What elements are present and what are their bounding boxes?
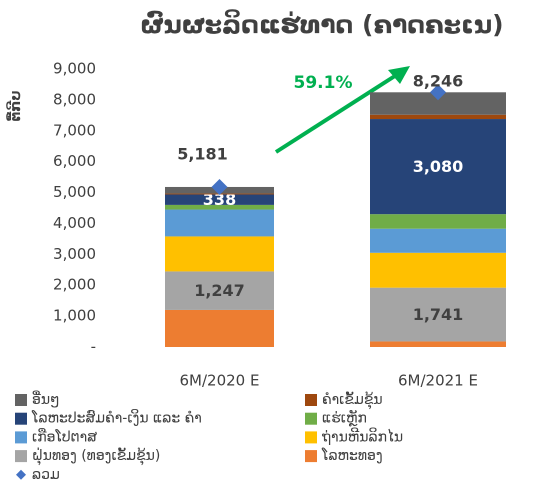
annotation: 59.1%: [294, 73, 353, 93]
legend-swatch: [15, 431, 27, 444]
total-marker: [211, 178, 228, 195]
chart-title: ຜົນຜະລິດແຮ່ທາດ (ຄາດຄະເນ): [140, 8, 503, 39]
bar-segment: [370, 214, 506, 229]
legend-swatch: [305, 412, 317, 425]
legend-swatch: [15, 394, 27, 406]
legend-swatch: [305, 450, 317, 463]
bar-segment: [370, 92, 506, 115]
legend-swatch: [15, 412, 27, 425]
bar-segment: [165, 204, 274, 210]
legend-label: ແຮ່ເຫຼັກ: [322, 410, 367, 426]
bar-segment: [165, 309, 274, 347]
y-tick-label: 4,000: [53, 214, 96, 232]
y-tick-label: 8,000: [53, 90, 96, 108]
y-tick-label: 2,000: [53, 276, 96, 294]
total-label: 8,246: [413, 72, 464, 91]
legend-label: ຖ່ານຫີນລິກໄນ: [322, 427, 403, 445]
y-tick-label: 1,000: [53, 307, 96, 325]
growth-arrow: [274, 72, 400, 154]
y-tick-label: 3,000: [53, 245, 96, 263]
legend-swatch: [305, 431, 317, 444]
legend-marker: [16, 469, 26, 480]
y-tick-label: 7,000: [53, 121, 96, 139]
total-marker: [430, 84, 446, 101]
bar-segment: [370, 119, 506, 215]
legend-label: ອື່ນໆ: [32, 390, 60, 408]
legend-label: ໂລຫະທອງ: [321, 447, 383, 464]
y-tick-label: -: [91, 338, 96, 356]
legend-label: ໂລຫະປະສົມຄຳ-ເງິນ ແລະ ຄຳ: [31, 409, 202, 427]
bar-segment: [370, 341, 506, 347]
y-tick-label: 6,000: [53, 152, 96, 170]
value-label: 1,741: [413, 305, 464, 324]
bar-segment: [370, 252, 506, 288]
x-tick-label: 6M/2020 E: [180, 372, 260, 390]
bar-segment: [165, 236, 274, 272]
bar-segment: [370, 114, 506, 120]
legend-swatch: [305, 394, 317, 406]
total-label: 5,181: [177, 145, 228, 164]
y-tick-label: 9,000: [53, 60, 96, 78]
arrow-head: [388, 66, 410, 84]
bar-segment: [165, 271, 274, 310]
value-label: 338: [203, 190, 236, 209]
legend-label: ລວມ: [32, 467, 60, 483]
y-axis-label: ຕື້ກີບ: [6, 90, 24, 121]
legend-label: ຄຳເຂັ້ມຂຸ້ນ: [322, 391, 383, 409]
legend-swatch: [15, 450, 27, 463]
bar-segment: [165, 194, 274, 205]
bar-segment: [370, 228, 506, 253]
bar-segment: [370, 287, 506, 342]
legend-label: ຝຸ່ນທອງ (ທອງເຂັ້ມຂຸ້ນ): [32, 447, 160, 465]
value-label: 1,247: [194, 281, 245, 300]
legend-label: ເກືອໂປຕາສ: [32, 427, 97, 445]
value-label: 3,080: [413, 157, 464, 176]
y-tick-label: 5,000: [53, 183, 96, 201]
bar-segment: [165, 209, 274, 237]
x-tick-label: 6M/2021 E: [398, 372, 478, 390]
